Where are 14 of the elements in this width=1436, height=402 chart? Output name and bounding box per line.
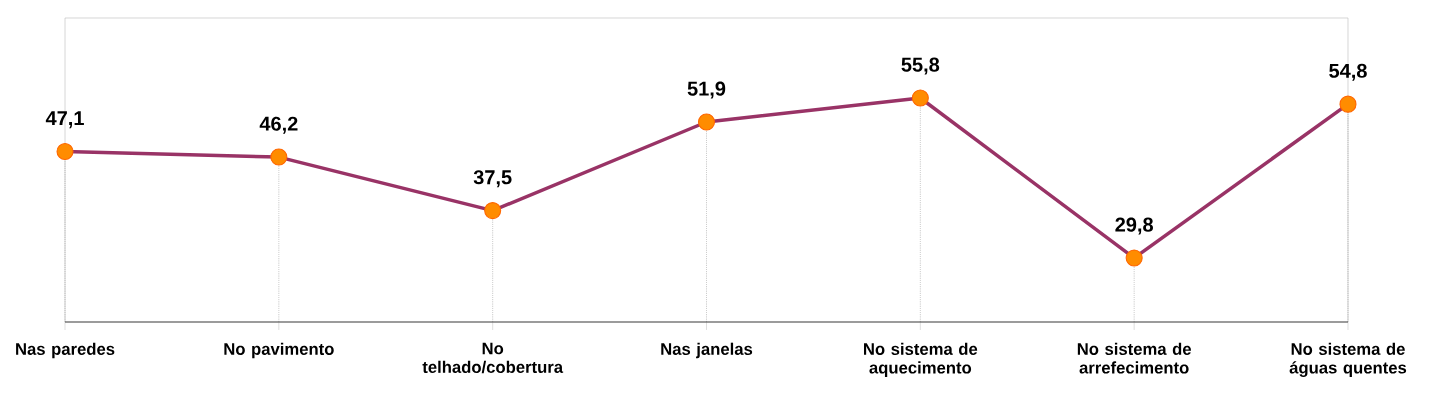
- x-tick-label: No sistema de arrefecimento: [1077, 342, 1191, 374]
- x-tick-label: No sistema de aquecimento: [864, 342, 978, 377]
- data-label: 54,8: [1329, 63, 1367, 81]
- x-tick-label: No pavimento: [224, 342, 334, 359]
- data-label: 46,2: [259, 116, 298, 134]
- data-label: 51,9: [687, 81, 726, 99]
- x-tick-label: No telhado/cobertura: [422, 342, 564, 374]
- x-tick-label: Nas janelas: [661, 342, 753, 359]
- data-label: 47,1: [45, 111, 84, 129]
- data-label: 37,5: [473, 170, 512, 188]
- x-tick-label: No sistema de águas quentes: [1289, 342, 1407, 377]
- data-label: 29,8: [1115, 217, 1153, 235]
- data-label: 55,8: [901, 57, 940, 75]
- x-tick-label: Nas paredes: [16, 342, 115, 359]
